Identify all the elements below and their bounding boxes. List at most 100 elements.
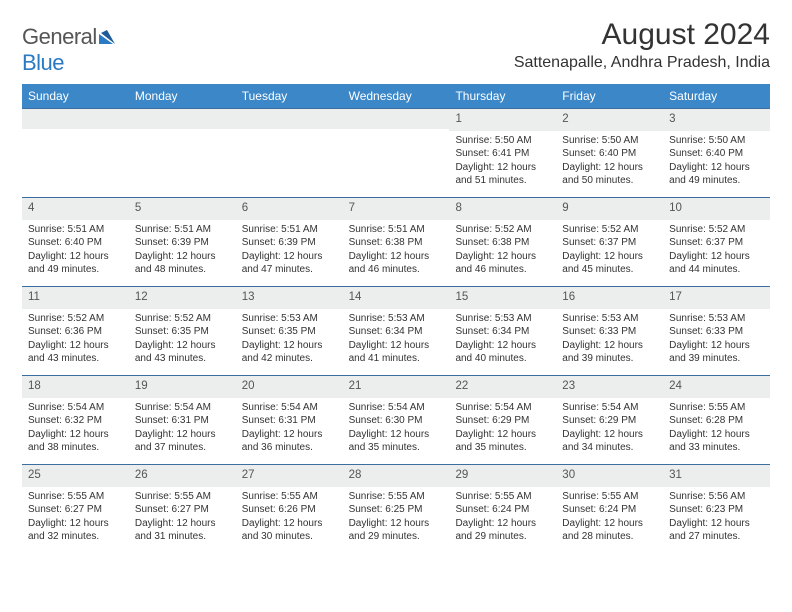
daylight-text: Daylight: 12 hours and 46 minutes. (349, 250, 444, 277)
sunset-text: Sunset: 6:29 PM (455, 414, 550, 428)
day-content: Sunrise: 5:55 AMSunset: 6:25 PMDaylight:… (343, 487, 450, 550)
day-content: Sunrise: 5:54 AMSunset: 6:30 PMDaylight:… (343, 398, 450, 461)
title-block: August 2024 Sattenapalle, Andhra Pradesh… (514, 18, 770, 72)
sunset-text: Sunset: 6:41 PM (455, 147, 550, 161)
sunrise-text: Sunrise: 5:51 AM (28, 223, 123, 237)
daylight-text: Daylight: 12 hours and 50 minutes. (562, 161, 657, 188)
sunrise-text: Sunrise: 5:52 AM (28, 312, 123, 326)
day-content: Sunrise: 5:54 AMSunset: 6:32 PMDaylight:… (22, 398, 129, 461)
sunset-text: Sunset: 6:30 PM (349, 414, 444, 428)
day-number: 7 (343, 198, 450, 220)
day-cell: 11Sunrise: 5:52 AMSunset: 6:36 PMDayligh… (22, 287, 129, 375)
day-content: Sunrise: 5:54 AMSunset: 6:31 PMDaylight:… (129, 398, 236, 461)
daylight-text: Daylight: 12 hours and 42 minutes. (242, 339, 337, 366)
weekday-header: Tuesday (236, 84, 343, 108)
day-content: Sunrise: 5:51 AMSunset: 6:40 PMDaylight:… (22, 220, 129, 283)
day-cell: 1Sunrise: 5:50 AMSunset: 6:41 PMDaylight… (449, 109, 556, 197)
daylight-text: Daylight: 12 hours and 44 minutes. (669, 250, 764, 277)
daylight-text: Daylight: 12 hours and 27 minutes. (669, 517, 764, 544)
day-content: Sunrise: 5:53 AMSunset: 6:33 PMDaylight:… (556, 309, 663, 372)
day-number: 15 (449, 287, 556, 309)
logo-text: GeneralBlue (22, 24, 119, 76)
day-cell: 22Sunrise: 5:54 AMSunset: 6:29 PMDayligh… (449, 376, 556, 464)
daylight-text: Daylight: 12 hours and 41 minutes. (349, 339, 444, 366)
day-cell: 2Sunrise: 5:50 AMSunset: 6:40 PMDaylight… (556, 109, 663, 197)
day-cell: 10Sunrise: 5:52 AMSunset: 6:37 PMDayligh… (663, 198, 770, 286)
sunset-text: Sunset: 6:31 PM (135, 414, 230, 428)
sunrise-text: Sunrise: 5:54 AM (28, 401, 123, 415)
sunrise-text: Sunrise: 5:55 AM (349, 490, 444, 504)
page-header: GeneralBlue August 2024 Sattenapalle, An… (22, 18, 770, 76)
week-row: 18Sunrise: 5:54 AMSunset: 6:32 PMDayligh… (22, 375, 770, 464)
calendar-page: GeneralBlue August 2024 Sattenapalle, An… (0, 0, 792, 571)
day-number: 13 (236, 287, 343, 309)
sunrise-text: Sunrise: 5:54 AM (562, 401, 657, 415)
daylight-text: Daylight: 12 hours and 31 minutes. (135, 517, 230, 544)
daylight-text: Daylight: 12 hours and 49 minutes. (669, 161, 764, 188)
sunrise-text: Sunrise: 5:50 AM (455, 134, 550, 148)
day-cell: 16Sunrise: 5:53 AMSunset: 6:33 PMDayligh… (556, 287, 663, 375)
day-cell: 18Sunrise: 5:54 AMSunset: 6:32 PMDayligh… (22, 376, 129, 464)
day-content: Sunrise: 5:52 AMSunset: 6:37 PMDaylight:… (556, 220, 663, 283)
day-content: Sunrise: 5:52 AMSunset: 6:38 PMDaylight:… (449, 220, 556, 283)
sunset-text: Sunset: 6:28 PM (669, 414, 764, 428)
sunset-text: Sunset: 6:34 PM (349, 325, 444, 339)
day-content: Sunrise: 5:55 AMSunset: 6:24 PMDaylight:… (449, 487, 556, 550)
daylight-text: Daylight: 12 hours and 46 minutes. (455, 250, 550, 277)
daylight-text: Daylight: 12 hours and 48 minutes. (135, 250, 230, 277)
day-cell: 4Sunrise: 5:51 AMSunset: 6:40 PMDaylight… (22, 198, 129, 286)
week-row: 4Sunrise: 5:51 AMSunset: 6:40 PMDaylight… (22, 197, 770, 286)
weekday-header-row: Sunday Monday Tuesday Wednesday Thursday… (22, 84, 770, 108)
daylight-text: Daylight: 12 hours and 35 minutes. (349, 428, 444, 455)
day-cell: 31Sunrise: 5:56 AMSunset: 6:23 PMDayligh… (663, 465, 770, 553)
day-cell: 25Sunrise: 5:55 AMSunset: 6:27 PMDayligh… (22, 465, 129, 553)
sunrise-text: Sunrise: 5:52 AM (669, 223, 764, 237)
weekday-header: Sunday (22, 84, 129, 108)
day-content: Sunrise: 5:55 AMSunset: 6:28 PMDaylight:… (663, 398, 770, 461)
sunrise-text: Sunrise: 5:52 AM (135, 312, 230, 326)
sunrise-text: Sunrise: 5:55 AM (455, 490, 550, 504)
sunset-text: Sunset: 6:40 PM (669, 147, 764, 161)
day-cell: 13Sunrise: 5:53 AMSunset: 6:35 PMDayligh… (236, 287, 343, 375)
day-cell (22, 109, 129, 197)
daylight-text: Daylight: 12 hours and 29 minutes. (349, 517, 444, 544)
week-row: 1Sunrise: 5:50 AMSunset: 6:41 PMDaylight… (22, 108, 770, 197)
day-cell: 27Sunrise: 5:55 AMSunset: 6:26 PMDayligh… (236, 465, 343, 553)
sunrise-text: Sunrise: 5:52 AM (455, 223, 550, 237)
daylight-text: Daylight: 12 hours and 32 minutes. (28, 517, 123, 544)
day-cell: 19Sunrise: 5:54 AMSunset: 6:31 PMDayligh… (129, 376, 236, 464)
day-number: 6 (236, 198, 343, 220)
sunrise-text: Sunrise: 5:54 AM (135, 401, 230, 415)
week-row: 25Sunrise: 5:55 AMSunset: 6:27 PMDayligh… (22, 464, 770, 553)
location-text: Sattenapalle, Andhra Pradesh, India (514, 54, 770, 72)
day-number (22, 109, 129, 129)
day-number (129, 109, 236, 129)
sunrise-text: Sunrise: 5:54 AM (455, 401, 550, 415)
calendar-grid: Sunday Monday Tuesday Wednesday Thursday… (22, 84, 770, 553)
day-number: 9 (556, 198, 663, 220)
day-cell: 29Sunrise: 5:55 AMSunset: 6:24 PMDayligh… (449, 465, 556, 553)
day-number: 14 (343, 287, 450, 309)
month-title: August 2024 (514, 18, 770, 52)
day-cell: 23Sunrise: 5:54 AMSunset: 6:29 PMDayligh… (556, 376, 663, 464)
day-number: 3 (663, 109, 770, 131)
sunset-text: Sunset: 6:38 PM (455, 236, 550, 250)
sunrise-text: Sunrise: 5:55 AM (242, 490, 337, 504)
sunrise-text: Sunrise: 5:53 AM (349, 312, 444, 326)
daylight-text: Daylight: 12 hours and 43 minutes. (28, 339, 123, 366)
sunset-text: Sunset: 6:25 PM (349, 503, 444, 517)
day-number: 8 (449, 198, 556, 220)
sunset-text: Sunset: 6:40 PM (562, 147, 657, 161)
sunrise-text: Sunrise: 5:55 AM (669, 401, 764, 415)
day-number: 29 (449, 465, 556, 487)
day-number (236, 109, 343, 129)
day-number: 28 (343, 465, 450, 487)
sunset-text: Sunset: 6:23 PM (669, 503, 764, 517)
sunrise-text: Sunrise: 5:53 AM (455, 312, 550, 326)
day-number: 10 (663, 198, 770, 220)
day-content: Sunrise: 5:54 AMSunset: 6:29 PMDaylight:… (556, 398, 663, 461)
sunset-text: Sunset: 6:35 PM (135, 325, 230, 339)
day-number: 18 (22, 376, 129, 398)
daylight-text: Daylight: 12 hours and 38 minutes. (28, 428, 123, 455)
day-number: 19 (129, 376, 236, 398)
